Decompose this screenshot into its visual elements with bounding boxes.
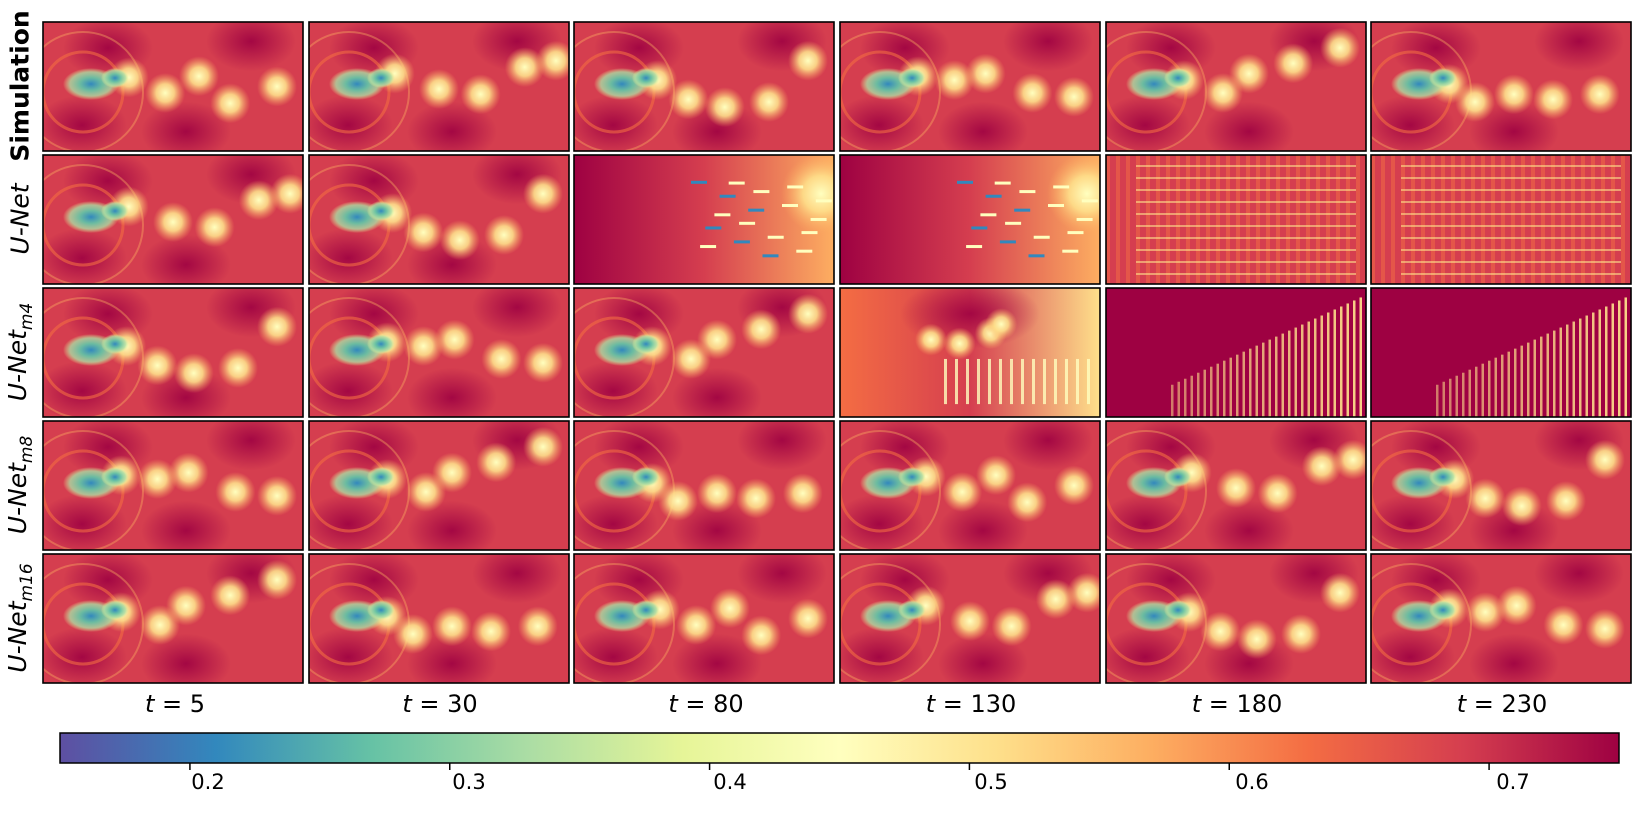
column-label-t30: t = 30 <box>402 690 478 718</box>
column-label-t230: t = 230 <box>1456 690 1548 718</box>
row-label-unet: U-Net <box>5 183 35 255</box>
colorbar-tick-label: 0.2 <box>191 770 225 794</box>
field-panel <box>1370 154 1632 285</box>
column-label-t180: t = 180 <box>1191 690 1283 718</box>
field-panel <box>308 154 570 285</box>
field-panel <box>573 287 835 418</box>
field-panel <box>42 553 304 684</box>
column-label-t80: t = 80 <box>668 690 744 718</box>
field-panel <box>42 287 304 418</box>
field-panel <box>839 154 1101 285</box>
row-label-simulation: Simulation <box>5 10 35 162</box>
field-panel <box>308 287 570 418</box>
colorbar <box>59 732 1620 764</box>
field-panel <box>308 553 570 684</box>
colorbar-tick-label: 0.6 <box>1235 770 1269 794</box>
field-panel <box>42 154 304 285</box>
colorbar-tick-label: 0.3 <box>452 770 486 794</box>
column-label-t5: t = 5 <box>144 690 206 718</box>
row-label-unet-m4: U-Netm4 <box>3 302 37 402</box>
field-panel <box>1370 287 1632 418</box>
field-panel <box>1105 420 1367 551</box>
field-panel <box>573 21 835 152</box>
field-panel <box>1105 154 1367 285</box>
field-panel <box>1370 420 1632 551</box>
field-panel <box>42 420 304 551</box>
field-panel <box>42 21 304 152</box>
field-panel <box>1105 21 1367 152</box>
field-panel <box>573 154 835 285</box>
field-panel <box>308 420 570 551</box>
field-panel <box>1370 553 1632 684</box>
colorbar-tick-label: 0.4 <box>713 770 747 794</box>
field-panel <box>839 553 1101 684</box>
field-panel <box>1105 287 1367 418</box>
field-panel <box>573 420 835 551</box>
colorbar-tick-label: 0.7 <box>1496 770 1530 794</box>
column-label-t130: t = 130 <box>925 690 1017 718</box>
colorbar-tick-label: 0.5 <box>974 770 1008 794</box>
field-panel <box>1105 553 1367 684</box>
field-panel <box>839 287 1101 418</box>
field-panel <box>308 21 570 152</box>
row-label-unet-m16: U-Netm16 <box>3 563 37 673</box>
field-panel <box>1370 21 1632 152</box>
field-panel <box>573 553 835 684</box>
row-label-unet-m8: U-Netm8 <box>3 435 37 535</box>
field-panel <box>839 21 1101 152</box>
field-panel <box>839 420 1101 551</box>
